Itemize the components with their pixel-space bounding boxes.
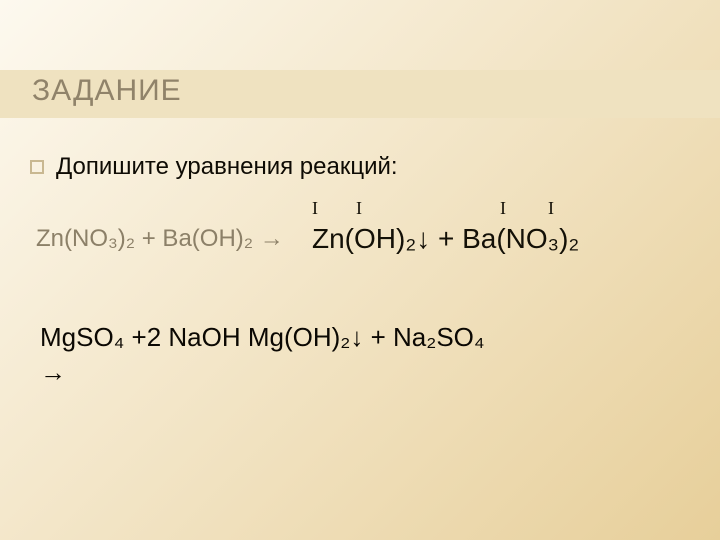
slide-title: ЗАДАНИЕ — [32, 74, 182, 108]
bullet-marker — [30, 160, 44, 174]
oxidation-mark: I — [500, 198, 506, 219]
slide-root: ЗАДАНИЕ Допишите уравнения реакций: Zn(N… — [0, 0, 720, 540]
oxidation-marks-group-2: I I — [500, 198, 554, 219]
oxidation-marks-group-1: I I — [312, 198, 362, 219]
oxidation-mark: I — [312, 198, 318, 219]
oxidation-mark: I — [356, 198, 362, 219]
bullet-text: Допишите уравнения реакций: — [56, 153, 398, 181]
equation1-rhs: Zn(OH)₂↓ + Ba(NO₃)₂ — [312, 223, 579, 255]
oxidation-mark: I — [548, 198, 554, 219]
equation1-lhs: Zn(NO₃)₂ + Ba(OH)₂ → — [36, 225, 284, 253]
equation2: MgSO₄ +2 NaOH Mg(OH)₂↓ + Na₂SO₄ → — [40, 320, 680, 390]
